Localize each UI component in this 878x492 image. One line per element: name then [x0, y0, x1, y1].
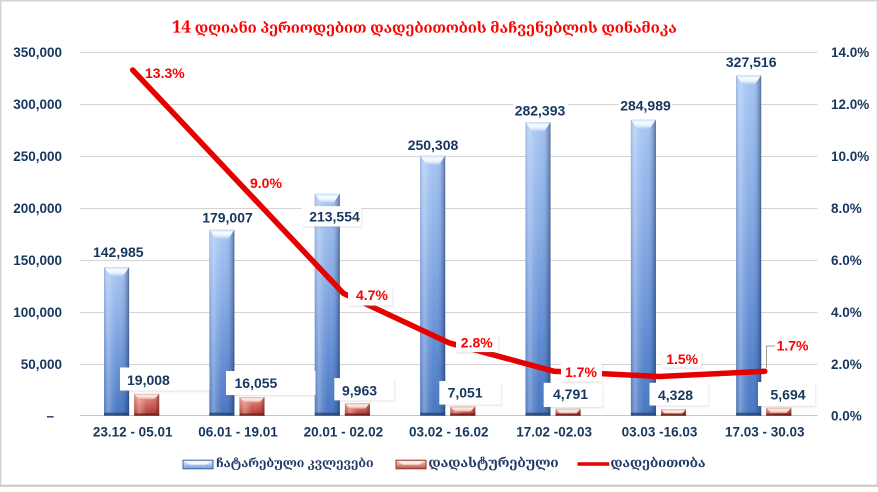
svg-text:14.0%: 14.0%: [831, 45, 869, 60]
svg-text:6.0%: 6.0%: [831, 253, 862, 268]
svg-text:0.0%: 0.0%: [831, 409, 862, 424]
svg-text:9,963: 9,963: [342, 383, 377, 399]
svg-text:327,516: 327,516: [726, 54, 777, 70]
svg-text:282,393: 282,393: [515, 103, 566, 119]
svg-text:16,055: 16,055: [235, 375, 278, 391]
svg-text:13.3%: 13.3%: [145, 65, 185, 81]
svg-text:7,051: 7,051: [448, 385, 483, 401]
svg-text:1.5%: 1.5%: [666, 351, 698, 367]
svg-text:250,308: 250,308: [408, 137, 459, 153]
svg-text:213,554: 213,554: [309, 208, 360, 224]
svg-text:300,000: 300,000: [13, 97, 62, 112]
svg-text:50,000: 50,000: [21, 357, 62, 372]
svg-text:–: –: [46, 408, 54, 423]
svg-text:06.01 - 19.01: 06.01 - 19.01: [198, 425, 278, 440]
svg-text:100,000: 100,000: [13, 305, 62, 320]
svg-text:03.03 -16.03: 03.03 -16.03: [622, 425, 698, 440]
svg-text:284,989: 284,989: [620, 98, 671, 114]
svg-text:150,000: 150,000: [13, 253, 62, 268]
svg-text:4,791: 4,791: [553, 386, 588, 402]
svg-text:20.01 - 02.02: 20.01 - 02.02: [304, 425, 384, 440]
svg-text:23.12 - 05.01: 23.12 - 05.01: [93, 425, 173, 440]
svg-text:03.02 - 16.02: 03.02 - 16.02: [409, 425, 489, 440]
svg-text:4.7%: 4.7%: [356, 287, 388, 303]
svg-text:17.02 -02.03: 17.02 -02.03: [516, 425, 592, 440]
svg-text:10.0%: 10.0%: [831, 149, 869, 164]
svg-text:19,008: 19,008: [127, 372, 170, 388]
svg-text:1.7%: 1.7%: [565, 364, 597, 380]
svg-text:1.7%: 1.7%: [777, 338, 809, 354]
svg-text:5,694: 5,694: [771, 386, 806, 402]
svg-text:8.0%: 8.0%: [831, 201, 862, 216]
svg-text:179,007: 179,007: [202, 210, 253, 226]
svg-text:17.03 - 30.03: 17.03 - 30.03: [725, 425, 805, 440]
svg-text:250,000: 250,000: [13, 149, 62, 164]
svg-text:9.0%: 9.0%: [250, 175, 282, 191]
svg-text:142,985: 142,985: [93, 244, 144, 260]
svg-text:4,328: 4,328: [658, 387, 693, 403]
svg-text:350,000: 350,000: [13, 45, 62, 60]
svg-text:200,000: 200,000: [13, 201, 62, 216]
svg-text:12.0%: 12.0%: [831, 97, 869, 112]
svg-text:2.0%: 2.0%: [831, 357, 862, 372]
svg-text:4.0%: 4.0%: [831, 305, 862, 320]
svg-text:2.8%: 2.8%: [461, 334, 493, 350]
